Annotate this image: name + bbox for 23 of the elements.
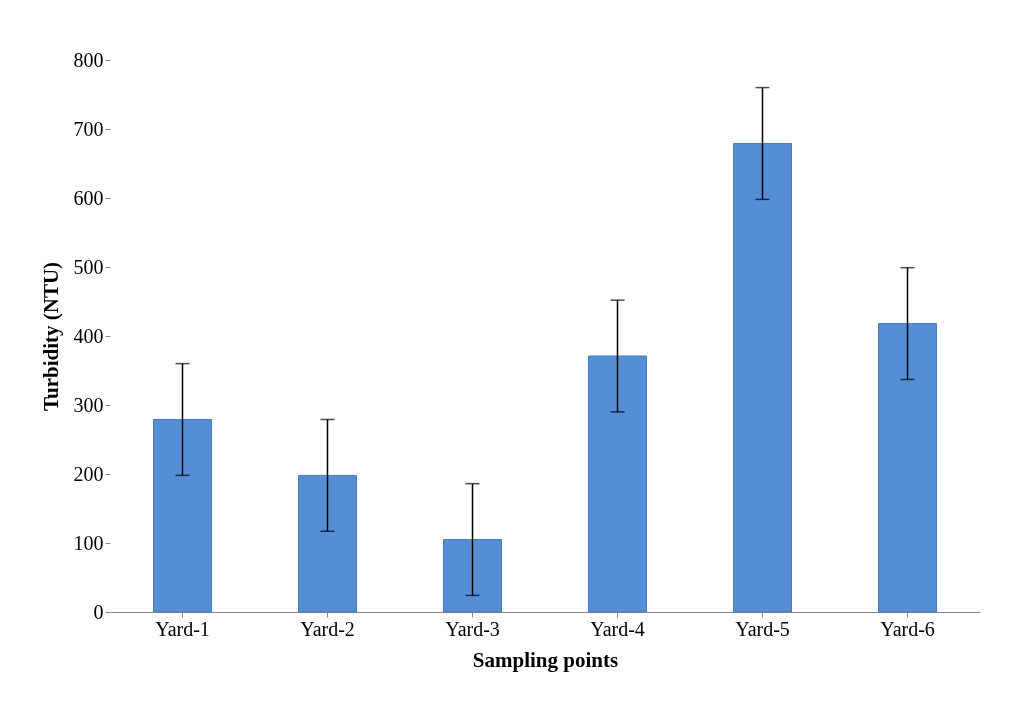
bar <box>443 539 502 613</box>
y-tick-label: 0 <box>93 600 104 623</box>
bar <box>588 355 647 613</box>
y-tick-label: 600 <box>73 186 104 209</box>
y-tick-label: 500 <box>73 255 104 278</box>
y-axis-title: Turbidity (NTU) <box>38 261 63 412</box>
bar <box>298 474 357 613</box>
x-axis-title: Sampling points <box>472 647 619 672</box>
x-tick-label: Yard-5 <box>735 617 790 640</box>
x-tick-label: Yard-4 <box>590 617 645 640</box>
bar <box>153 418 212 613</box>
y-tick-label: 300 <box>73 393 104 416</box>
y-tick-label: 400 <box>73 324 104 347</box>
x-tick-label: Yard-3 <box>445 617 500 640</box>
y-tick-label: 200 <box>73 462 104 485</box>
bar <box>733 142 792 613</box>
y-tick-label: 800 <box>73 48 104 71</box>
y-tick-label: 700 <box>73 117 104 140</box>
y-tick-label: 100 <box>73 531 104 554</box>
x-tick-label: Yard-6 <box>880 617 935 640</box>
x-tick-label: Yard-2 <box>300 617 355 640</box>
x-tick-label: Yard-1 <box>155 617 210 640</box>
bar <box>878 323 937 613</box>
